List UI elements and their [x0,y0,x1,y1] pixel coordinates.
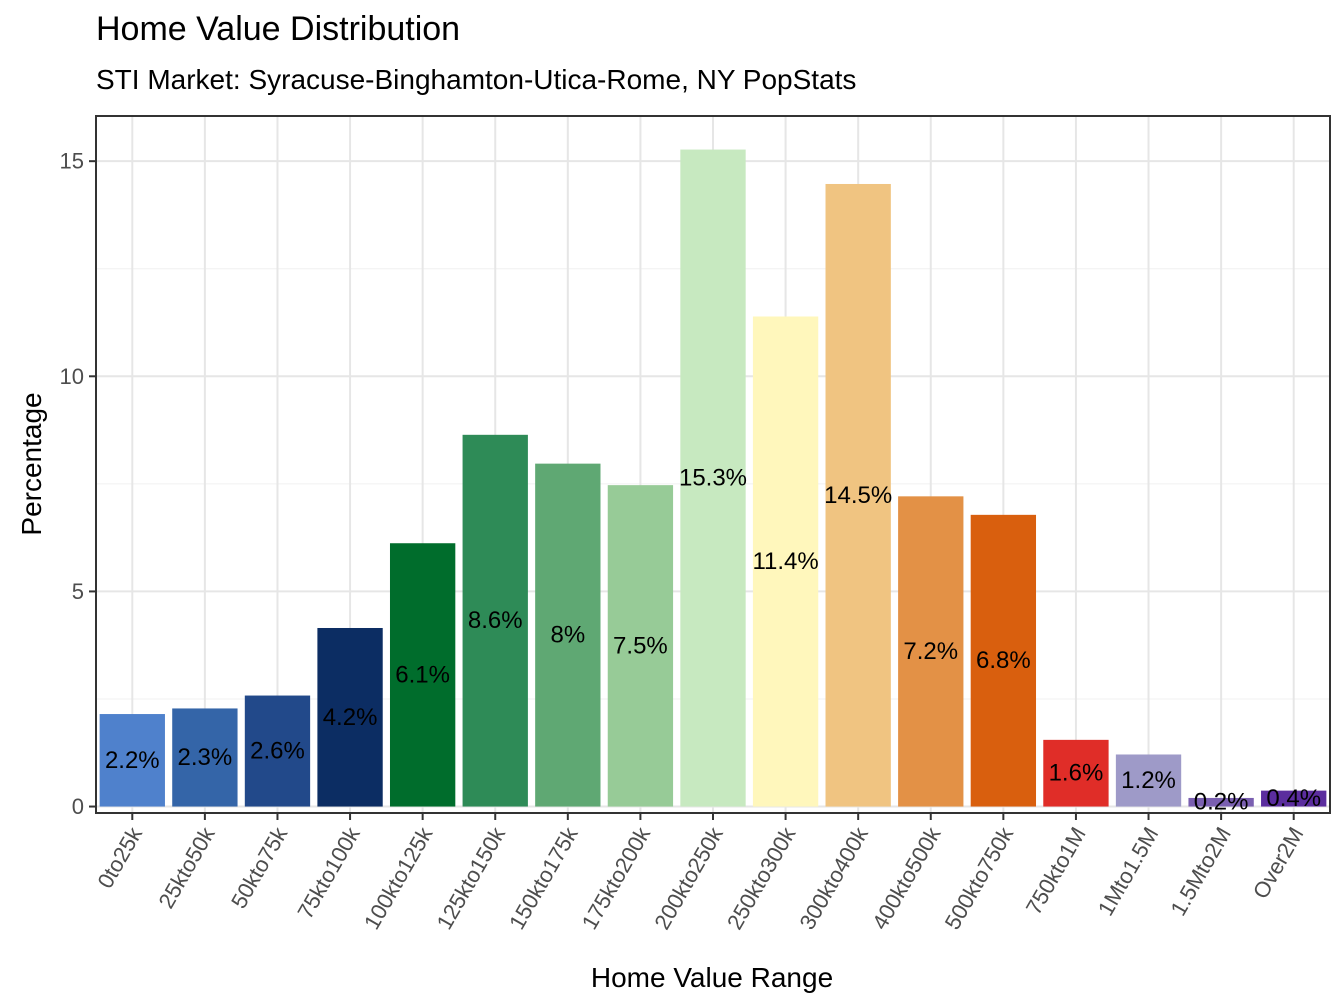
data-label: 14.5% [824,482,892,509]
data-label: 11.4% [752,548,818,575]
x-tick-label: 75kto100k [292,822,365,923]
bar-300kto400k [825,183,891,807]
y-tick-label: 0 [72,794,84,819]
data-label: 2.6% [250,738,305,765]
x-tick-label: 300kto400k [794,822,873,934]
bars [99,149,1327,807]
bar-1Mto1.5M [1115,754,1182,807]
y-tick-label: 10 [60,364,84,389]
bar-500kto750k [970,514,1037,807]
x-tick-label: 50kto75k [226,822,293,913]
bar-25kto50k [172,708,238,807]
bar-Over2M [1261,790,1327,807]
data-label: 6.8% [976,647,1031,674]
data-label: 8% [550,622,585,649]
x-tick-label: 750kto1M [1021,823,1091,919]
data-label: 7.2% [903,638,958,665]
bar-1.5Mto2M [1188,797,1254,807]
bar-400kto500k [898,496,964,807]
x-tick-label: 200kto250k [649,822,728,934]
bar-200kto250k [680,149,746,807]
data-label: 7.5% [613,632,668,659]
y-tick-label: 15 [60,149,84,174]
chart-title: Home Value Distribution [96,10,461,48]
data-labels: 2.2% 2.3% 2.6% 4.2% 6.1% 8.6% 8% 7.5% 15.3% 11.4%… [105,465,1321,816]
bar-75kto100k [317,627,383,807]
x-axis: 0to25k 25kto50k 50kto75k 75kto100k100kto125… [92,813,1309,934]
x-tick-label: 0to25k [92,822,147,893]
data-label: 15.3% [679,465,747,492]
x-tick-label: 175kto200k [577,822,656,934]
data-label: 2.2% [105,747,160,774]
data-label: 2.3% [178,744,233,771]
bar-175kto200k [607,485,674,807]
x-tick-label: Over2M [1248,823,1309,903]
data-label: 0.4% [1266,785,1321,812]
data-label: 0.2% [1194,789,1249,816]
x-axis-title: Home Value Range [591,962,833,993]
y-axis-title: Percentage [16,392,47,535]
x-tick-label: 500kto750k [940,822,1019,934]
x-tick-label: 125kto150k [432,822,511,934]
bar-50kto75k [244,695,311,807]
y-tick-label: 5 [72,579,84,604]
bar-150kto175k [535,463,601,807]
data-label: 4.2% [323,704,378,731]
x-tick-label: 1.5Mto2M [1165,823,1236,920]
x-tick-label: 250kto300k [722,822,801,934]
data-label: 8.6% [468,607,523,634]
bar-100kto125k [389,543,456,807]
data-label: 6.1% [395,661,450,688]
x-tick-label: 100kto125k [359,822,438,934]
y-axis: 0 5 10 15 [60,149,96,819]
chart-subtitle: STI Market: Syracuse-Binghamton-Utica-Ro… [96,64,857,95]
bar-0to25k [99,714,165,807]
data-label: 1.6% [1049,760,1104,787]
x-tick-label: 150kto175k [504,822,583,934]
bar-250kto300k [752,316,819,807]
x-tick-label: 25kto50k [153,822,220,913]
data-label: 1.2% [1121,767,1176,794]
x-tick-label: 400kto500k [867,822,946,934]
x-tick-label: 1Mto1.5M [1093,823,1164,920]
bar-750kto1M [1043,739,1109,807]
bar-125kto150k [462,434,528,807]
